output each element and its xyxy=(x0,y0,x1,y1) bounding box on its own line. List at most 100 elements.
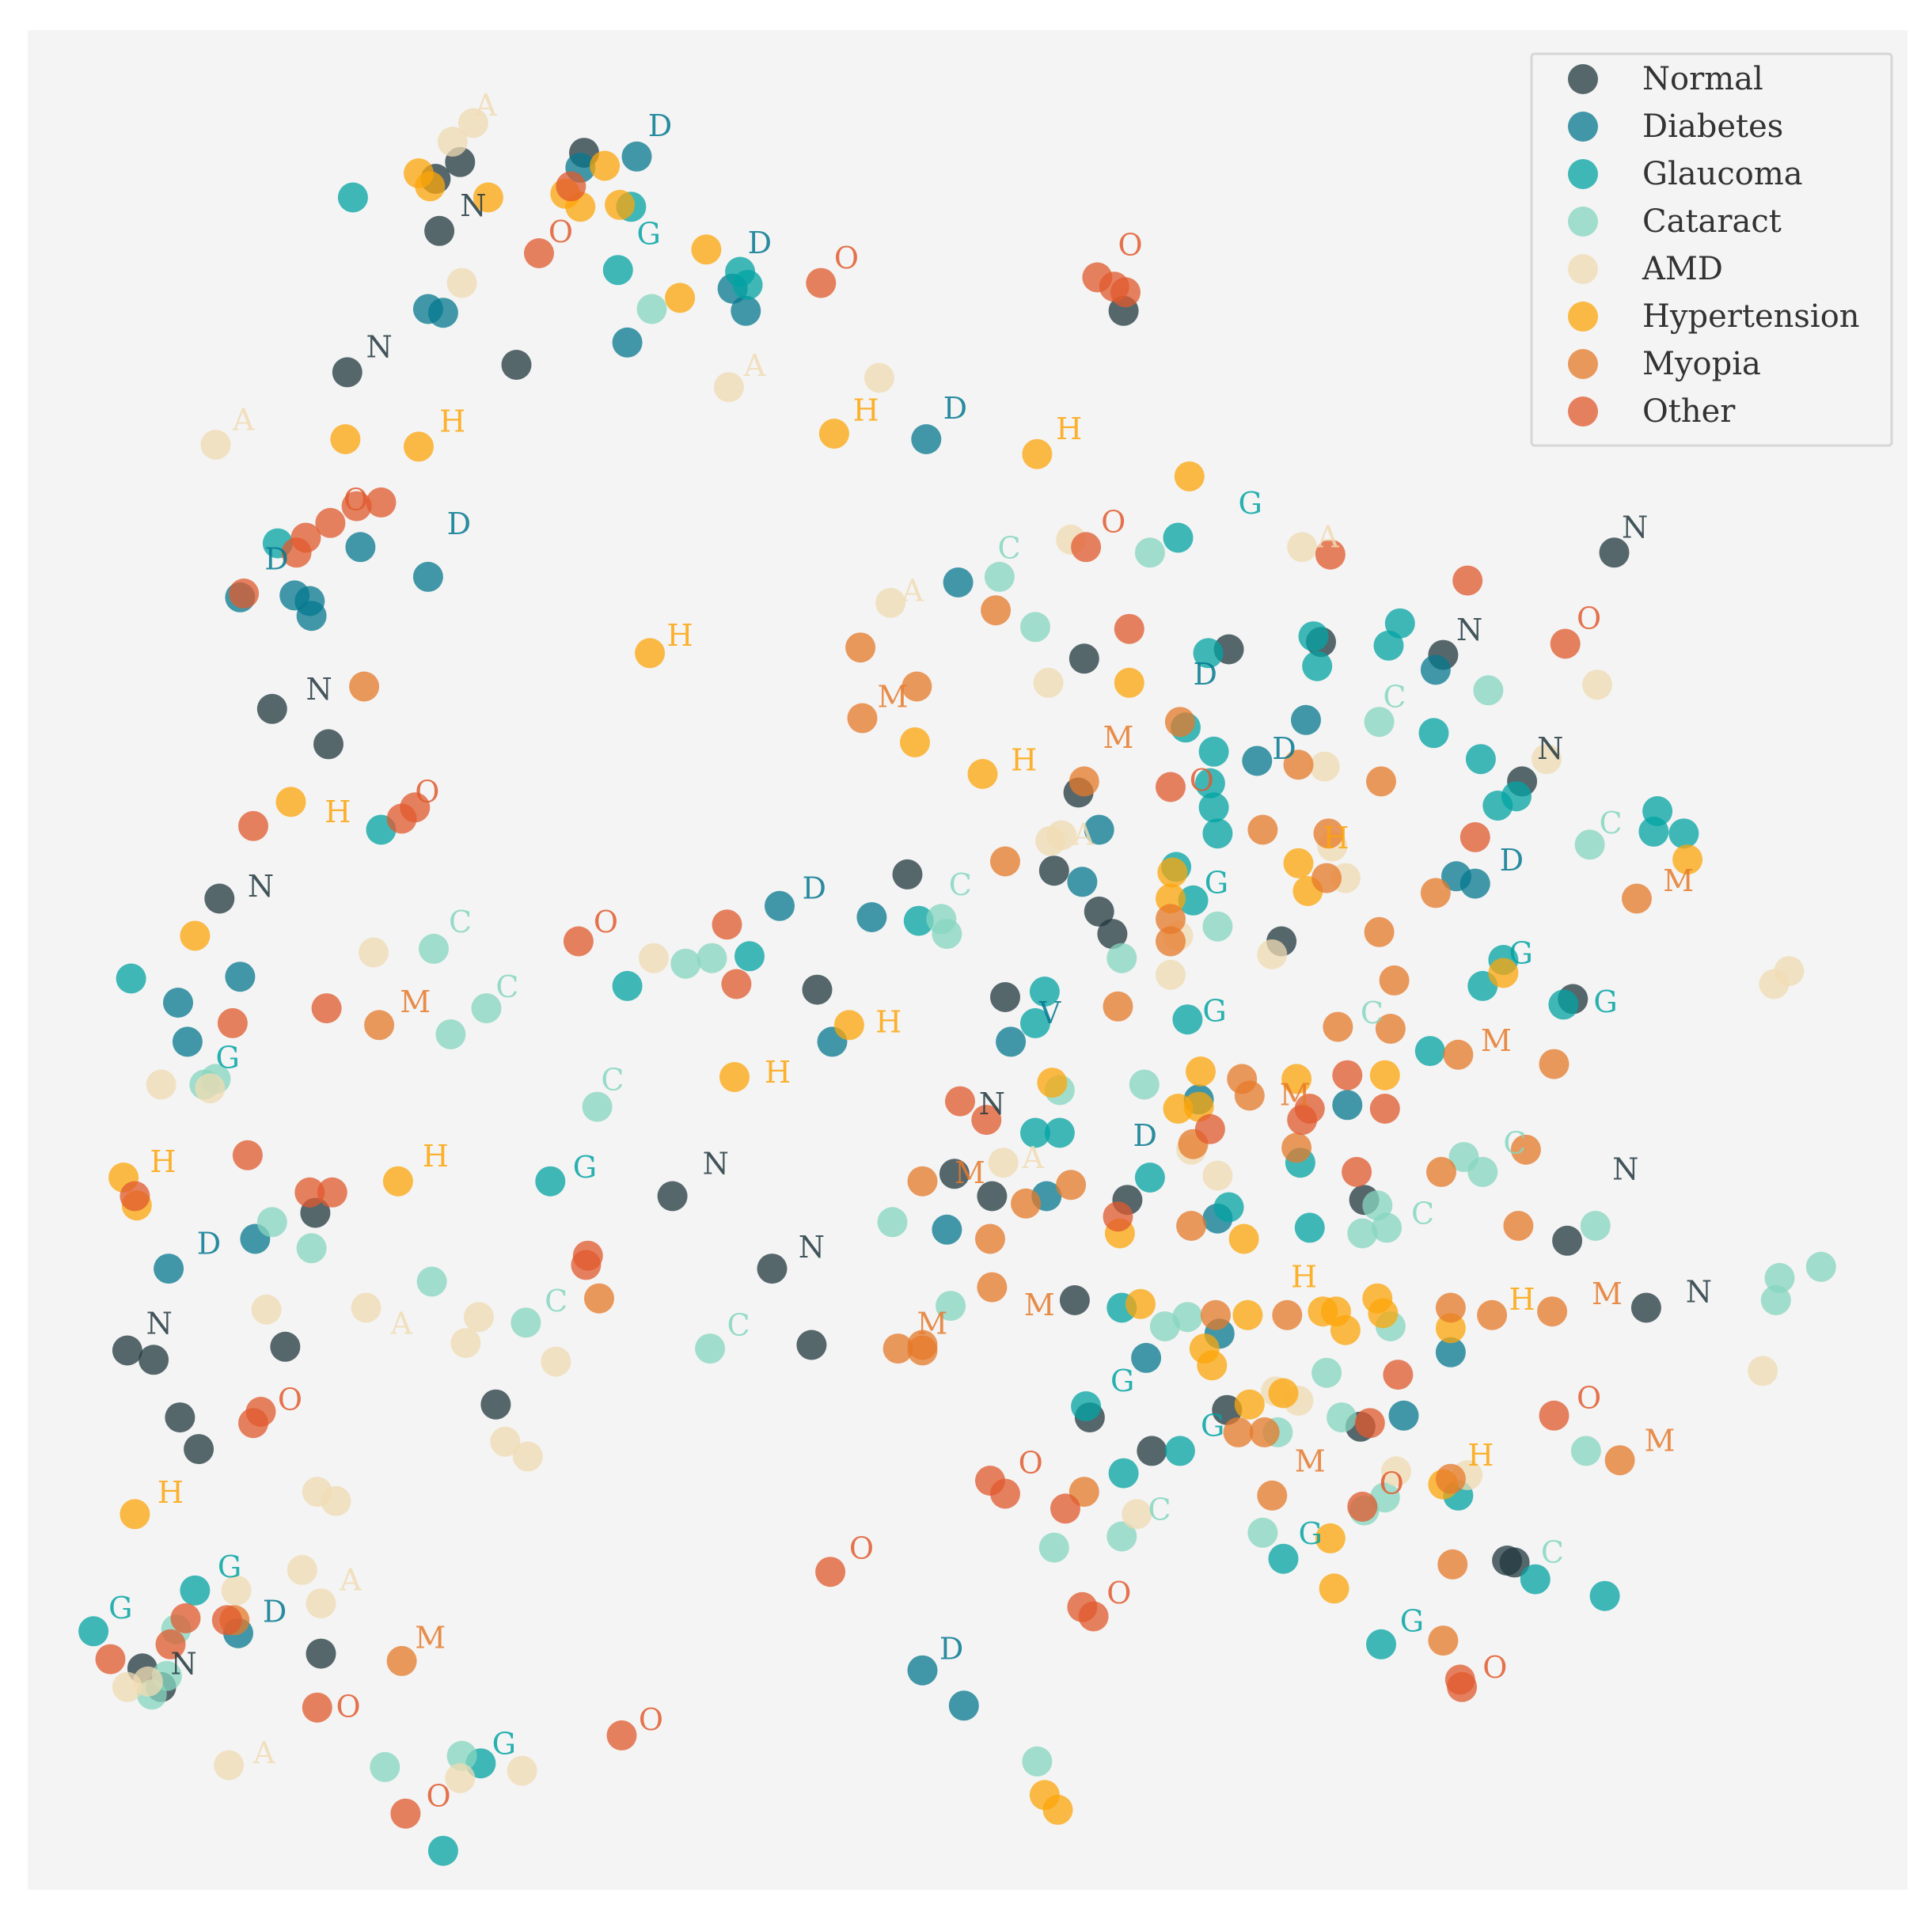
point-label-glaucoma: G xyxy=(218,1550,241,1584)
point-other xyxy=(806,267,837,298)
point-myopia xyxy=(364,1010,395,1041)
point-myopia xyxy=(1281,1132,1312,1163)
point-myopia xyxy=(1477,1299,1508,1330)
point-normal xyxy=(1630,1292,1661,1323)
point-label-diabetes: D xyxy=(939,1632,963,1667)
point-other xyxy=(1444,1664,1475,1695)
point-label-myopia: M xyxy=(1280,1077,1311,1112)
legend-marker-diabetes xyxy=(1568,112,1598,142)
point-other xyxy=(245,1397,276,1427)
point-myopia xyxy=(1428,1625,1459,1656)
point-amd xyxy=(445,1763,476,1793)
point-label-hypertension: H xyxy=(1056,412,1082,446)
point-label-other: O xyxy=(639,1702,663,1737)
point-glaucoma xyxy=(180,1575,211,1606)
legend-label-amd: AMD xyxy=(1642,251,1723,287)
point-normal xyxy=(892,859,923,890)
point-glaucoma xyxy=(734,941,765,972)
point-myopia xyxy=(1283,749,1314,780)
point-label-glaucoma: G xyxy=(1239,486,1262,521)
point-label-amd: A xyxy=(339,1563,362,1598)
point-hypertension xyxy=(1283,848,1314,878)
point-diabetes xyxy=(731,295,761,326)
point-glaucoma xyxy=(1193,638,1224,669)
point-amd xyxy=(541,1346,571,1377)
point-normal xyxy=(424,215,455,246)
point-cataract xyxy=(1129,1069,1160,1100)
point-hypertension xyxy=(180,920,211,951)
point-label-myopia: M xyxy=(1295,1443,1326,1478)
point-glaucoma xyxy=(1298,621,1329,652)
series-amd xyxy=(112,108,1805,1793)
point-label-hypertension: H xyxy=(1323,821,1349,855)
point-other xyxy=(563,926,594,957)
point-other xyxy=(366,487,397,518)
point-glaucoma xyxy=(427,1835,458,1866)
point-other xyxy=(317,1177,347,1208)
series-myopia xyxy=(219,595,1652,1676)
legend-label-other: Other xyxy=(1642,393,1736,430)
point-cataract xyxy=(1574,829,1605,860)
point-diabetes xyxy=(345,532,376,563)
point-other xyxy=(1071,532,1102,563)
legend-item-cataract: Cataract xyxy=(1568,203,1782,240)
legend-label-myopia: Myopia xyxy=(1642,346,1761,382)
point-hypertension xyxy=(382,1166,413,1197)
point-label-normal: N xyxy=(799,1230,825,1265)
point-glaucoma xyxy=(1668,818,1699,849)
point-label-other: O xyxy=(1106,1576,1131,1610)
point-glaucoma xyxy=(1268,1543,1299,1574)
point-normal xyxy=(256,693,287,724)
point-normal xyxy=(1097,919,1128,950)
point-other xyxy=(400,792,431,823)
point-hypertension xyxy=(833,1010,864,1041)
point-label-diabetes: D xyxy=(748,226,772,260)
point-amd xyxy=(351,1292,381,1323)
point-cataract xyxy=(984,561,1015,592)
point-myopia xyxy=(1622,883,1652,914)
point-amd xyxy=(446,267,477,298)
point-label-other: O xyxy=(278,1383,302,1417)
legend-label-glaucoma: Glaucoma xyxy=(1642,156,1803,192)
point-label-other: O xyxy=(427,1778,451,1813)
point-myopia xyxy=(584,1283,614,1314)
point-amd xyxy=(1046,820,1077,851)
point-label-glaucoma: G xyxy=(1205,865,1228,900)
point-myopia xyxy=(1323,1011,1353,1042)
point-normal xyxy=(184,1434,214,1465)
point-hypertension xyxy=(1186,1056,1216,1087)
point-other xyxy=(1315,539,1346,570)
point-amd xyxy=(214,1750,245,1781)
point-label-diabetes: D xyxy=(1133,1118,1157,1153)
point-label-other: O xyxy=(1577,601,1601,636)
point-myopia xyxy=(1426,1156,1456,1187)
point-normal xyxy=(165,1402,195,1433)
point-cataract xyxy=(1369,1482,1400,1513)
legend-marker-glaucoma xyxy=(1568,159,1598,189)
point-other xyxy=(815,1557,846,1587)
point-glaucoma xyxy=(903,905,934,936)
point-cataract xyxy=(1022,1746,1053,1777)
point-label-other: O xyxy=(548,214,573,249)
point-hypertension xyxy=(590,150,621,181)
point-normal xyxy=(1068,643,1099,674)
point-cataract xyxy=(1149,1311,1180,1341)
point-hypertension xyxy=(1315,1523,1346,1553)
point-cataract xyxy=(877,1207,908,1238)
point-other xyxy=(1459,821,1490,852)
point-label-glaucoma: G xyxy=(1202,994,1226,1029)
point-myopia xyxy=(1103,991,1133,1022)
point-label-myopia: M xyxy=(1645,1423,1676,1458)
point-amd xyxy=(507,1755,537,1786)
legend-item-hypertension: Hypertension xyxy=(1568,298,1860,335)
point-other xyxy=(294,1177,325,1208)
point-diabetes xyxy=(1084,814,1114,845)
legend-item-normal: Normal xyxy=(1568,61,1763,97)
point-myopia xyxy=(1366,766,1396,797)
point-cataract xyxy=(932,919,962,950)
legend-item-myopia: Myopia xyxy=(1568,346,1761,382)
point-myopia xyxy=(981,595,1012,626)
point-hypertension xyxy=(1042,1794,1073,1825)
